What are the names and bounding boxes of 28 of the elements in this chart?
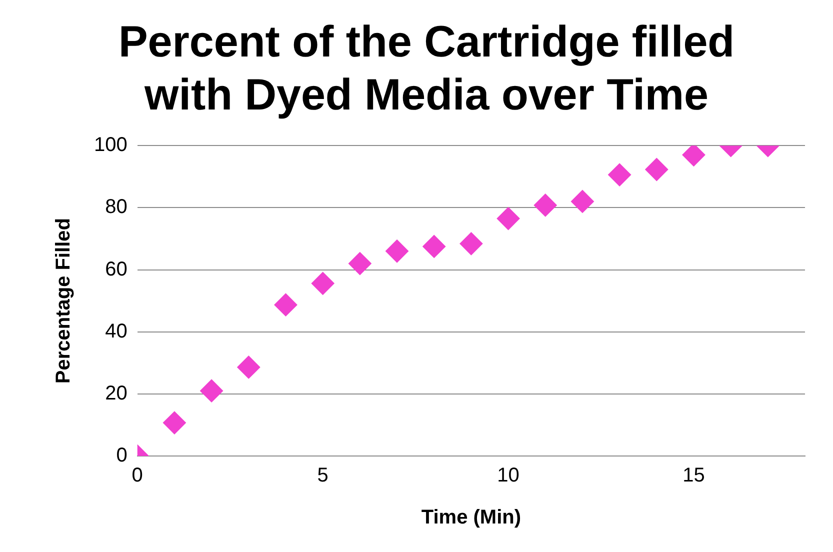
y-tick-label: 80 bbox=[105, 196, 128, 218]
x-tick-label: 0 bbox=[132, 464, 143, 487]
y-tick-label: 20 bbox=[105, 382, 128, 404]
point bbox=[274, 293, 298, 316]
point bbox=[237, 356, 260, 379]
chart-title: Percent of the Cartridge filled with Dyed Media over Time bbox=[118, 18, 735, 120]
y-tick-label: 100 bbox=[94, 134, 128, 156]
y-tick-label: 60 bbox=[105, 258, 128, 280]
x-tick-label: 15 bbox=[682, 464, 705, 487]
point bbox=[682, 146, 706, 166]
y-axis-title: Percentage Filled bbox=[52, 218, 75, 384]
point bbox=[311, 272, 334, 295]
point bbox=[608, 163, 632, 186]
y-tick-label: 40 bbox=[105, 320, 128, 342]
y-tick-label: 0 bbox=[116, 444, 128, 467]
x-tick-label: 5 bbox=[317, 464, 328, 487]
x-axis-title: Time (Min) bbox=[421, 506, 522, 529]
point bbox=[348, 252, 372, 276]
point bbox=[534, 194, 557, 217]
point bbox=[645, 158, 668, 181]
point bbox=[570, 190, 594, 213]
point bbox=[496, 207, 520, 230]
point bbox=[200, 379, 224, 402]
point bbox=[386, 240, 409, 263]
point bbox=[162, 411, 186, 434]
x-tick-label: 10 bbox=[497, 464, 520, 487]
point bbox=[460, 232, 483, 256]
point bbox=[422, 234, 446, 258]
